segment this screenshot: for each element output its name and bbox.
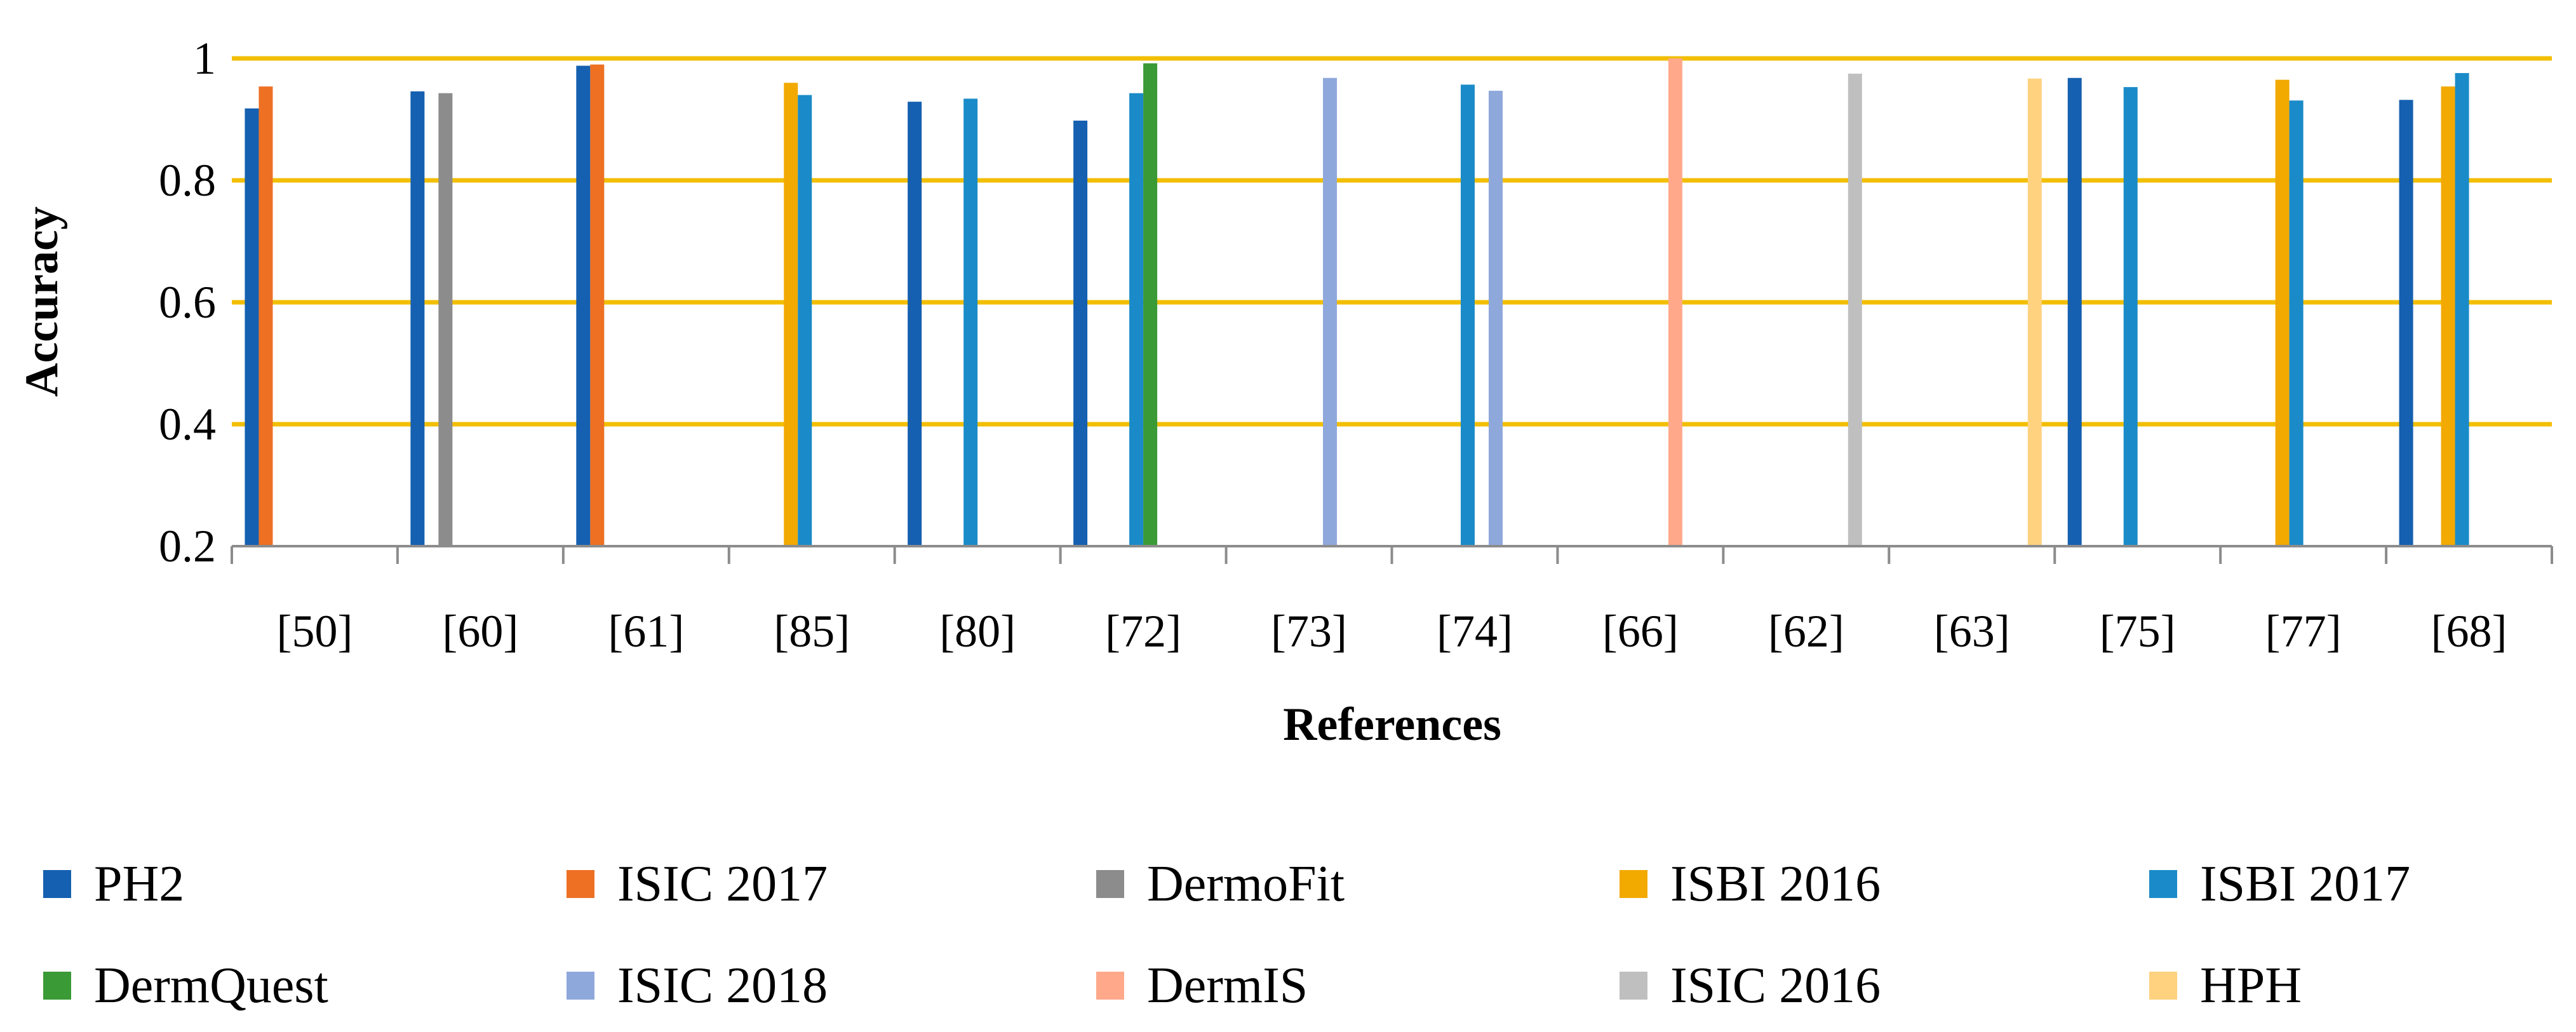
x-axis-title: References	[1283, 699, 1501, 751]
bar-hph-63	[2027, 78, 2042, 547]
x-tick-label: [77]	[2265, 606, 2342, 657]
legend-label: DermIS	[1147, 958, 1308, 1014]
bar-ph2-61	[576, 65, 591, 546]
bar-isic-2017-61	[590, 64, 605, 547]
bar-isic-2016-62	[1848, 74, 1862, 546]
y-tick-label: 0.2	[159, 521, 216, 572]
legend-swatch	[567, 972, 594, 1000]
bar-isbi-2017-85	[798, 95, 812, 547]
legend-swatch	[43, 972, 71, 1000]
legend-swatch	[1620, 870, 1647, 898]
bar-isbi-2017-68	[2455, 73, 2469, 547]
legend-label: ISBI 2016	[1670, 856, 1881, 912]
x-tick-label: [63]	[1934, 606, 2010, 657]
bar-ph2-60	[410, 91, 425, 547]
x-tick-label: [85]	[774, 606, 850, 657]
legend-swatch	[1620, 972, 1647, 1000]
legend-label: DermQuest	[94, 958, 328, 1014]
x-tick-label: [60]	[442, 606, 518, 657]
bar-isbi-2016-85	[784, 83, 798, 546]
x-tick-labels: [50] [60] [61] [85] [80] [72] [73] [74] [66] [62]…	[276, 606, 2507, 657]
bar-ph2-72	[1073, 120, 1088, 547]
bar-ph2-50	[245, 108, 259, 547]
bar-isic-2018-73	[1323, 77, 1338, 547]
legend-label: ISIC 2017	[617, 856, 828, 912]
x-tick-label: [75]	[2100, 606, 2176, 657]
bar-isic-2018-74	[1488, 90, 1503, 546]
bar-isbi-2017-72	[1129, 93, 1144, 547]
x-tick-label: [73]	[1271, 606, 1347, 657]
gridlines	[232, 56, 2552, 427]
y-tick-label: 0.6	[159, 277, 216, 328]
axes	[231, 545, 2553, 564]
bar-isbi-2016-77	[2275, 79, 2290, 547]
legend-label: HPH	[2200, 958, 2302, 1014]
legend-label: DermoFit	[1147, 856, 1345, 912]
legend-swatch	[43, 870, 71, 898]
x-tick-label: [50]	[276, 606, 352, 657]
bar-dermofit-60	[438, 93, 453, 547]
legend-label: ISIC 2018	[617, 958, 828, 1014]
legend-swatch	[567, 870, 594, 898]
x-tick-label: [80]	[939, 606, 1016, 657]
legend: PH2 ISIC 2017 DermoFit ISBI 2016 ISBI 2017 De…	[43, 856, 2410, 1014]
legend-swatch	[2149, 870, 2177, 898]
y-tick-label: 1	[193, 33, 216, 84]
legend-swatch	[1096, 972, 1124, 1000]
y-tick-label: 0.8	[159, 155, 216, 206]
x-tick-label: [68]	[2431, 606, 2507, 657]
legend-swatch	[2149, 972, 2177, 1000]
bar-ph2-80	[908, 102, 922, 546]
bar-isbi-2016-68	[2441, 86, 2455, 546]
y-tick-labels: 0.2 0.4 0.6 0.8 1	[159, 33, 216, 572]
bar-ph2-68	[2399, 100, 2413, 546]
bar-isbi-2017-75	[2123, 87, 2138, 546]
x-tick-label: [62]	[1768, 606, 1844, 657]
bar-isic-2017-50	[258, 86, 273, 546]
bar-dermquest-72	[1143, 63, 1158, 547]
legend-label: PH2	[94, 856, 184, 912]
bar-dermis-66	[1668, 58, 1682, 546]
bar-isbi-2017-77	[2289, 100, 2304, 547]
x-tick-label: [72]	[1105, 606, 1181, 657]
bar-isbi-2017-74	[1460, 84, 1475, 546]
legend-label: ISBI 2017	[2200, 856, 2410, 912]
x-tick-label: [61]	[608, 606, 684, 657]
bars	[245, 58, 2469, 547]
y-tick-label: 0.4	[159, 399, 216, 450]
legend-swatch	[1096, 870, 1124, 898]
legend-label: ISIC 2016	[1670, 958, 1881, 1014]
bar-ph2-75	[2067, 77, 2082, 547]
bar-isbi-2017-80	[963, 98, 978, 547]
x-tick-label: [66]	[1602, 606, 1679, 657]
x-tick-label: [74]	[1437, 606, 1513, 657]
y-axis-title: Accuracy	[16, 206, 68, 397]
